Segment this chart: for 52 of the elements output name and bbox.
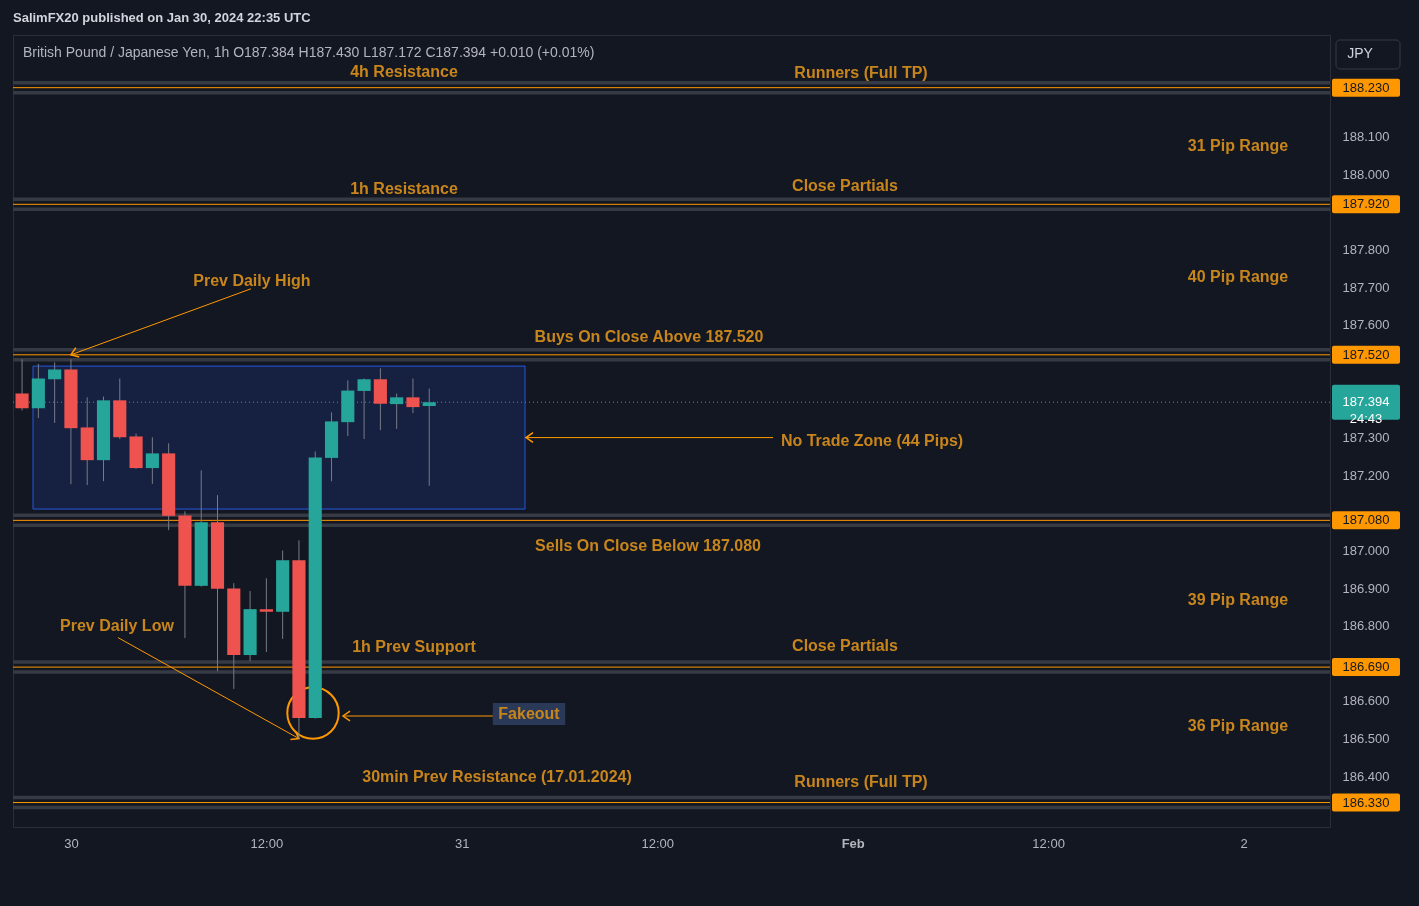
x-tick-label: 31 bbox=[455, 835, 470, 851]
y-tick-label: 188.100 bbox=[1342, 129, 1390, 145]
band-label: No Trade Zone (44 Pips) bbox=[780, 431, 964, 449]
annotation: Runners (Full TP) bbox=[794, 773, 928, 790]
annotation: Runners (Full TP) bbox=[794, 64, 928, 81]
y-tick-label: 186.500 bbox=[1342, 731, 1390, 747]
y-tick-label: 187.000 bbox=[1342, 542, 1390, 558]
x-tick-label: 12:00 bbox=[641, 835, 675, 851]
x-tick-label: 12:00 bbox=[250, 835, 284, 851]
x-tick-label: 2 bbox=[1240, 835, 1248, 851]
annotation: 1h Prev Support bbox=[352, 638, 477, 655]
candlestick bbox=[145, 436, 159, 485]
y-tick-label: 186.900 bbox=[1342, 580, 1390, 596]
y-axis-title: JPY bbox=[1347, 45, 1374, 61]
ref-line-label: 188.230 bbox=[1342, 79, 1390, 95]
annotation: 1h Resistance bbox=[350, 180, 458, 197]
annotation: 39 Pip Range bbox=[1187, 591, 1289, 608]
ref-line-label: 187.920 bbox=[1342, 196, 1390, 212]
y-tick-label: 187.600 bbox=[1342, 317, 1390, 333]
annotation: Prev Daily Low bbox=[60, 616, 175, 634]
annotation: 4h Resistance bbox=[350, 63, 458, 80]
annotation: 36 Pip Range bbox=[1187, 717, 1289, 734]
y-tick-label: 186.800 bbox=[1342, 618, 1390, 634]
x-tick-label: 12:00 bbox=[1032, 835, 1065, 851]
annotation: 40 Pip Range bbox=[1187, 268, 1289, 285]
text: British Pound / Japanese Yen, 1h O187.384 H187.430 L187.172 C187.394 +0.010 (+0.01%) bbox=[23, 44, 595, 60]
ref-line-label: 187.080 bbox=[1342, 512, 1390, 528]
y-tick-label: 187.200 bbox=[1342, 467, 1390, 483]
annotation: Prev Daily High bbox=[193, 271, 311, 289]
ref-line-label: 186.690 bbox=[1342, 659, 1390, 675]
y-tick-label: 187.800 bbox=[1342, 241, 1390, 257]
ref-line-label: 186.330 bbox=[1342, 794, 1390, 810]
ref-line-label: 187.394 24:43 bbox=[1342, 394, 1390, 427]
annotation: 30min Prev Resistance (17.01.2024) bbox=[362, 768, 632, 785]
candlestick bbox=[259, 577, 273, 653]
y-tick-label: 186.600 bbox=[1342, 693, 1390, 709]
ref-line-label: 187.520 bbox=[1342, 346, 1390, 362]
candlestick bbox=[406, 378, 420, 414]
annotation: Close Partials bbox=[792, 177, 899, 194]
annotation: Buys On Close Above 187.520 bbox=[534, 328, 764, 345]
chart-title: SalimFX20 published on Jan 30, 2024 22:35 UTC bbox=[13, 10, 312, 25]
x-tick-label: Feb bbox=[841, 835, 865, 851]
candlestick bbox=[15, 358, 29, 411]
y-tick-label: 187.700 bbox=[1342, 279, 1390, 295]
annotation: Sells On Close Below 187.080 bbox=[535, 537, 762, 554]
annotation: Fakeout bbox=[498, 705, 561, 722]
annotation: 31 Pip Range bbox=[1187, 137, 1289, 154]
y-tick-label: 188.000 bbox=[1342, 166, 1390, 182]
annotation: Close Partials bbox=[792, 637, 899, 654]
y-tick-label: 187.300 bbox=[1342, 430, 1390, 446]
y-tick-label: 186.400 bbox=[1342, 768, 1390, 784]
x-tick-label: 30 bbox=[64, 835, 79, 851]
